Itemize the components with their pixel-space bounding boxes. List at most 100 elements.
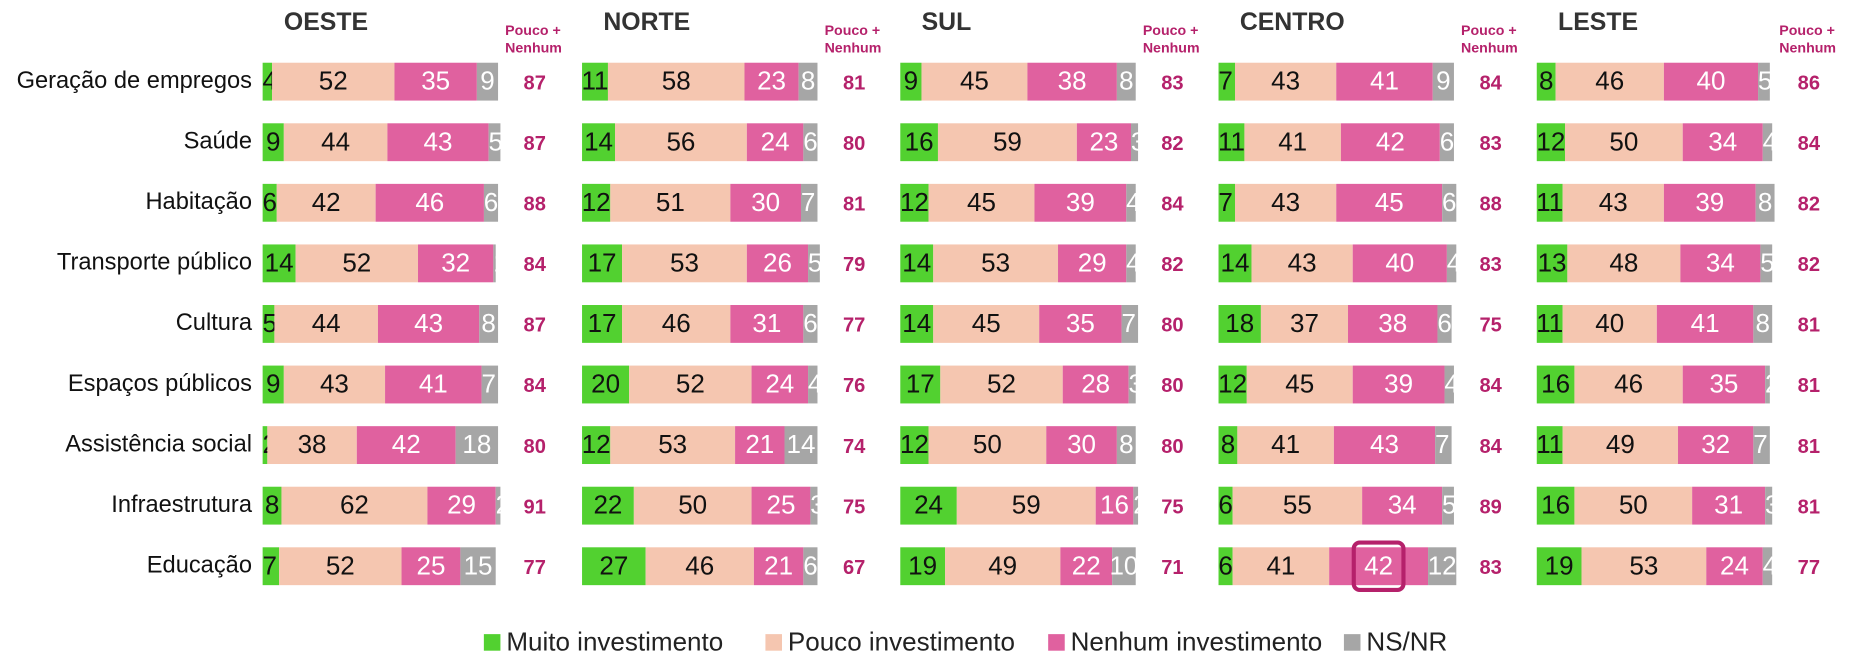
bar-segment — [1565, 123, 1683, 162]
segment-label: 6 — [1437, 308, 1451, 338]
segment-label: 42 — [1364, 550, 1393, 580]
bar-segment — [1765, 486, 1773, 525]
segment-label: 5 — [808, 247, 822, 277]
total-value: 75 — [843, 496, 865, 518]
segment-label: 8 — [1221, 429, 1235, 459]
segment-label: 31 — [1714, 490, 1743, 520]
legend-label: NS/NR — [1366, 626, 1447, 656]
bar-segment — [730, 183, 801, 222]
total-value: 83 — [1161, 72, 1183, 94]
segment-label: 12 — [582, 187, 611, 217]
total-value: 88 — [524, 193, 546, 215]
bar-segment — [1244, 123, 1341, 162]
total-value: 84 — [1161, 193, 1184, 215]
segment-label: 5 — [1442, 490, 1456, 520]
segment-label: 12 — [1218, 369, 1247, 399]
total-header-line: Nenhum — [1461, 40, 1518, 56]
bar-segment — [900, 426, 929, 465]
total-value: 82 — [1798, 193, 1820, 215]
total-value: 82 — [1798, 254, 1820, 276]
segment-label: 14 — [265, 247, 294, 277]
segment-label: 6 — [1218, 490, 1232, 520]
bar-segment — [582, 62, 608, 101]
segment-label: 43 — [1271, 187, 1300, 217]
total-header: Pouco + Nenhum — [1461, 23, 1518, 57]
bar-segment — [1112, 547, 1136, 586]
bar-segment — [283, 123, 388, 162]
bar-segment — [1692, 486, 1766, 525]
segment-label: 40 — [1595, 308, 1624, 338]
segment-label: 30 — [1067, 429, 1096, 459]
bar-segment — [460, 547, 496, 586]
segment-label: 7 — [1218, 187, 1232, 217]
segment-label: 3 — [1131, 126, 1145, 156]
segment-label: 56 — [666, 126, 695, 156]
segment-label: 43 — [1599, 187, 1628, 217]
bar-segment — [1762, 123, 1773, 162]
bar-segment — [262, 365, 284, 404]
bar-segment — [940, 365, 1063, 404]
bar-segment — [1536, 183, 1563, 222]
segment-label: 5 — [1758, 66, 1772, 96]
bar-segment — [1755, 183, 1775, 222]
segment-label: 24 — [1720, 550, 1749, 580]
category-label: Transporte público — [57, 250, 252, 276]
segment-label: 6 — [1440, 126, 1454, 156]
bar-segment — [479, 305, 499, 343]
bar-segment — [1340, 123, 1440, 162]
segment-label: 14 — [902, 308, 931, 338]
segment-label: 43 — [424, 126, 453, 156]
segment-label: 31 — [752, 308, 781, 338]
segment-label: 8 — [1119, 429, 1133, 459]
segment-label: 35 — [421, 66, 450, 96]
bar-segment — [582, 244, 623, 283]
category-label: Educação — [147, 552, 252, 578]
bar-segment — [481, 365, 499, 404]
bar-segment — [1232, 547, 1330, 586]
total-header-line: Nenhum — [1143, 40, 1200, 56]
segment-label: 24 — [914, 490, 943, 520]
total-header: Pouco + Nenhum — [505, 23, 562, 57]
bar-segment — [1251, 244, 1353, 283]
bar-segment — [746, 244, 809, 283]
total-value: 87 — [524, 315, 546, 337]
bar-segment — [582, 486, 634, 525]
segment-label: 41 — [1370, 66, 1399, 96]
bar-segment — [1218, 244, 1252, 283]
total-value: 87 — [524, 72, 546, 94]
segment-label: 2 — [1133, 490, 1147, 520]
bar-segment — [921, 62, 1028, 101]
panel-title: CENTRO — [1240, 9, 1345, 36]
total-value: 75 — [1161, 496, 1183, 518]
bar-segment — [427, 486, 496, 525]
legend-label: Pouco investimento — [788, 626, 1015, 656]
bar-segment — [1567, 244, 1681, 283]
bar-segment — [1218, 547, 1233, 586]
total-value: 87 — [524, 133, 546, 155]
total-header-line: Pouco + — [825, 23, 881, 39]
bar-segment — [803, 305, 818, 343]
bar-segment — [1536, 365, 1575, 404]
bar-segment — [1442, 183, 1457, 222]
total-value: 84 — [1479, 72, 1502, 94]
bar-segment — [262, 244, 296, 283]
segment-label: 17 — [588, 247, 617, 277]
bar-segment — [582, 365, 630, 404]
bar-segment — [1027, 62, 1117, 101]
category-label: Infraestrutura — [111, 492, 253, 518]
bar-segment — [262, 123, 284, 162]
segment-label: 14 — [787, 429, 816, 459]
bar-segment — [385, 365, 482, 404]
total-value: 83 — [1479, 133, 1501, 155]
segment-label: 19 — [908, 550, 937, 580]
segment-label: 9 — [266, 126, 280, 156]
total-value: 84 — [1479, 375, 1502, 397]
segment-label: 17 — [906, 369, 935, 399]
bar-segment — [582, 183, 611, 222]
segment-label: 8 — [1119, 66, 1133, 96]
bar-segment — [262, 426, 268, 465]
bar-segment — [1039, 305, 1122, 343]
segment-label: 7 — [481, 369, 495, 399]
bar-segment — [900, 183, 929, 222]
segment-label: 12 — [582, 429, 611, 459]
